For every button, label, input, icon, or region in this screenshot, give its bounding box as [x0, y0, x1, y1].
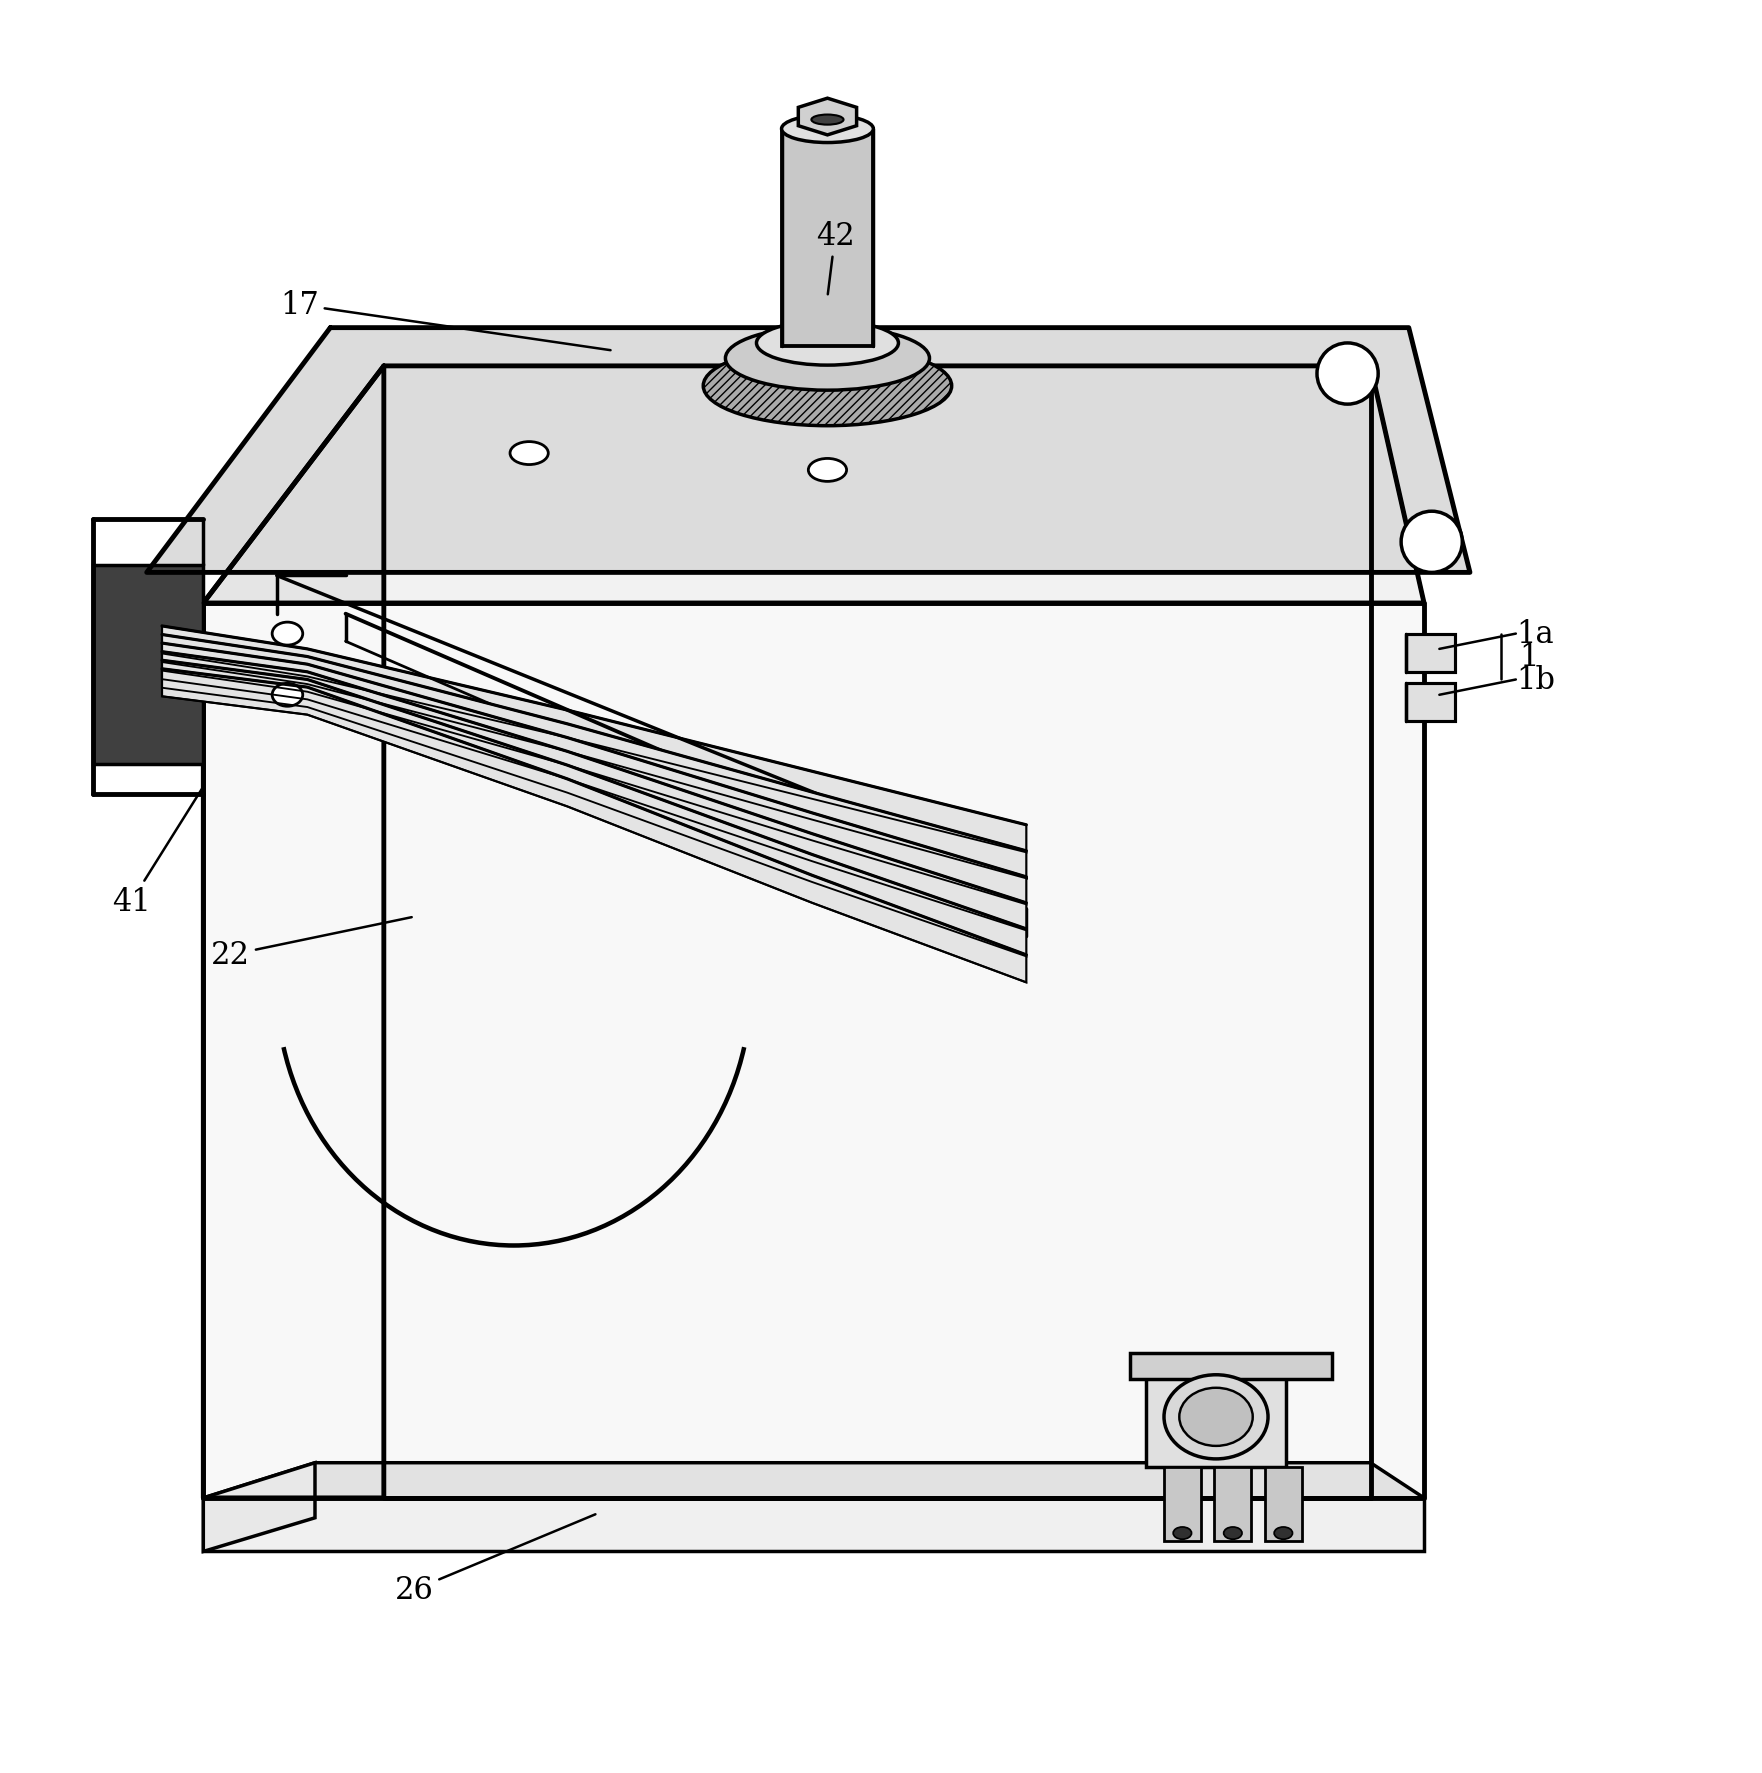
Polygon shape — [203, 367, 384, 1498]
Polygon shape — [162, 626, 1025, 853]
Text: 41: 41 — [113, 789, 203, 917]
Ellipse shape — [809, 459, 846, 482]
Ellipse shape — [1173, 1527, 1191, 1539]
Polygon shape — [162, 661, 1025, 957]
Polygon shape — [146, 328, 1470, 573]
Polygon shape — [1145, 1369, 1286, 1468]
Polygon shape — [162, 644, 1025, 904]
Polygon shape — [203, 1463, 315, 1551]
Polygon shape — [162, 635, 1025, 879]
Circle shape — [1316, 344, 1378, 404]
Polygon shape — [1406, 635, 1455, 672]
Polygon shape — [203, 367, 1424, 603]
Ellipse shape — [782, 115, 874, 144]
Ellipse shape — [811, 115, 844, 126]
Text: 1: 1 — [1519, 642, 1538, 672]
Ellipse shape — [726, 326, 930, 392]
Polygon shape — [1214, 1468, 1251, 1541]
Polygon shape — [162, 652, 1025, 931]
Polygon shape — [203, 1498, 1424, 1551]
Ellipse shape — [509, 441, 548, 465]
Polygon shape — [203, 1463, 1424, 1498]
Polygon shape — [1265, 1468, 1302, 1541]
Polygon shape — [203, 603, 1424, 1498]
Polygon shape — [93, 566, 203, 764]
Ellipse shape — [271, 684, 303, 707]
Text: 1b: 1b — [1515, 665, 1554, 695]
Polygon shape — [1131, 1353, 1332, 1379]
Polygon shape — [1165, 1468, 1200, 1541]
Ellipse shape — [756, 321, 899, 365]
Polygon shape — [782, 129, 874, 348]
Ellipse shape — [1179, 1388, 1253, 1447]
Text: 1a: 1a — [1515, 619, 1554, 649]
Polygon shape — [1406, 683, 1455, 722]
Text: 26: 26 — [395, 1514, 596, 1605]
Ellipse shape — [1223, 1527, 1242, 1539]
Polygon shape — [162, 670, 1025, 982]
Ellipse shape — [1274, 1527, 1293, 1539]
Circle shape — [1401, 512, 1462, 573]
Ellipse shape — [703, 348, 951, 427]
Polygon shape — [798, 99, 856, 137]
Ellipse shape — [271, 622, 303, 645]
Text: 22: 22 — [211, 918, 412, 972]
Text: 42: 42 — [816, 222, 855, 294]
Ellipse shape — [1165, 1376, 1269, 1459]
Text: 17: 17 — [280, 291, 611, 351]
